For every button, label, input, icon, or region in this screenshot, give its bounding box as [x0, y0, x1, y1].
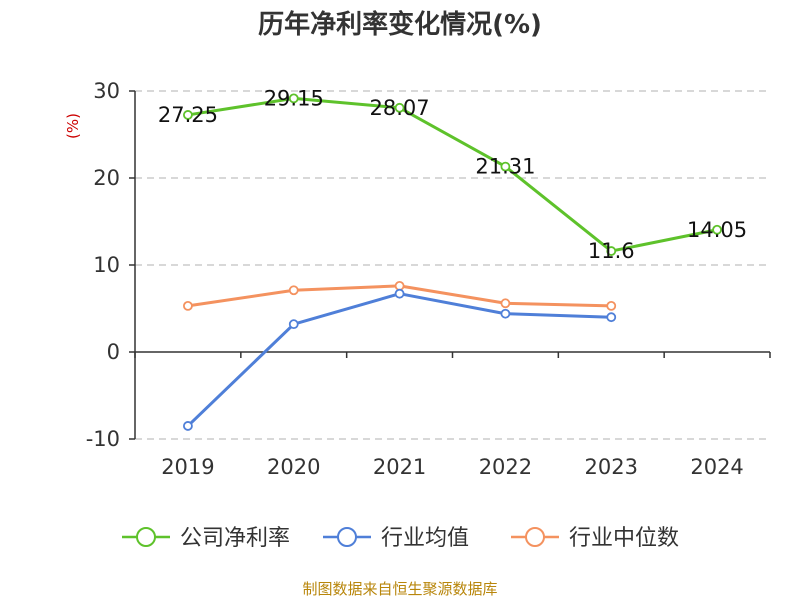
data-point [606, 246, 617, 256]
y-tick-label: 0 [107, 340, 120, 364]
series-lines [183, 93, 722, 431]
data-point [712, 224, 722, 235]
x-tick-label: 2021 [373, 455, 426, 479]
y-axis-label: (%) [64, 113, 82, 139]
data-point [288, 93, 299, 104]
data-label: 29.15 [264, 86, 324, 110]
data-label: 11.6 [588, 239, 635, 263]
data-point [394, 280, 405, 291]
y-tick-label: 30 [93, 79, 120, 103]
grid-lines [135, 90, 770, 440]
legend-label: 行业均值 [381, 526, 469, 551]
legend: 公司净利率 行业均值 行业中位数 [122, 526, 679, 551]
data-labels: 27.25 29.15 28.07 21.31 11.6 14.05 [158, 86, 747, 263]
y-tick-label: -10 [86, 427, 120, 451]
data-point [394, 102, 405, 113]
chart-title: 历年净利率变化情况(%) [258, 9, 542, 40]
series-line [187, 96, 718, 253]
data-point [394, 288, 405, 299]
axes: -10 0 10 20 30 2019 2020 2021 2022 2023 2024 [86, 79, 771, 479]
legend-label: 行业中位数 [569, 526, 679, 551]
data-label: 27.25 [158, 103, 218, 127]
x-tick-label: 2019 [161, 455, 214, 479]
source-note: 制图数据来自恒生聚源数据库 [302, 580, 497, 598]
x-tick-label: 2023 [585, 455, 638, 479]
data-point [606, 312, 617, 323]
data-point [183, 300, 193, 311]
series-line [186, 292, 612, 428]
data-point [500, 161, 511, 172]
legend-label: 公司净利率 [180, 526, 290, 551]
legend-marker [136, 527, 156, 547]
x-tick-label: 2022 [479, 455, 532, 479]
data-point [183, 110, 193, 120]
data-point [183, 421, 193, 431]
data-label: 21.31 [475, 155, 535, 179]
data-point [500, 298, 511, 309]
legend-marker [337, 527, 357, 547]
x-tick-label: 2020 [267, 455, 320, 479]
y-tick-label: 10 [93, 253, 120, 277]
data-point [500, 308, 511, 319]
data-label: 14.05 [687, 218, 747, 242]
data-label: 28.07 [370, 96, 430, 120]
legend-marker [525, 527, 545, 547]
x-tick-label: 2024 [690, 455, 743, 479]
data-point [606, 300, 617, 311]
data-point [288, 319, 299, 330]
y-tick-label: 20 [93, 166, 120, 190]
data-point [288, 285, 299, 296]
